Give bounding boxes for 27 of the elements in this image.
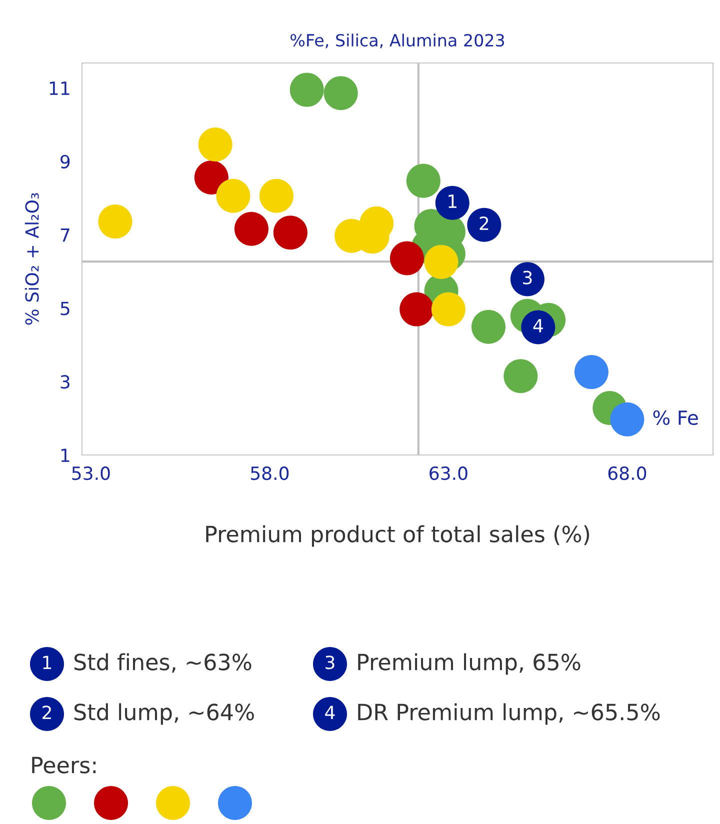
annotation: 2 [480,216,488,230]
chart-title: %Fe, Silica, Alumina 2023 [290,34,504,48]
text: 4 [325,706,335,719]
legend-label: Std fines, ~63% [74,653,252,673]
y-tick-label: 3 [60,375,70,389]
x-tick-label: 68.0 [608,466,646,480]
y-axis-title: % SiO₂ + Al₂O₃ [24,193,39,325]
annotation: % Fe [653,410,698,426]
text: 1 [43,656,52,669]
x-tick-label: 53.0 [72,466,110,480]
x-tick-label: 58.0 [250,466,289,480]
text: 2 [42,706,51,719]
y-tick-label: 5 [60,302,70,316]
annotation: 4 [533,319,543,332]
legend-label: Premium lump, 65% [358,653,580,675]
text: Peers: [32,756,96,774]
y-tick-label: 11 [50,82,70,95]
x-tick-label: 63.0 [430,466,468,480]
annotation: 3 [523,270,532,284]
legend-label: DR Premium lump, ~65.5% [358,703,660,725]
y-tick-label: 1 [61,448,70,462]
annotation: 1 [448,194,456,208]
x-axis-title: Premium product of total sales (%) [206,525,590,547]
y-tick-label: 7 [60,228,70,242]
text: 3 [326,656,334,670]
legend-label: Std lump, ~64% [74,703,254,725]
y-tick-label: 9 [60,154,70,168]
